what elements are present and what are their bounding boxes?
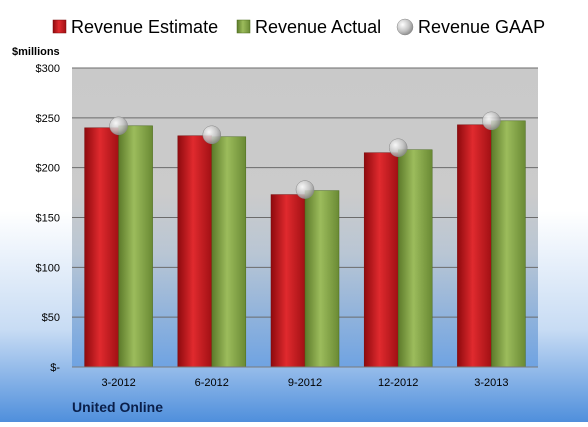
y-axis-ticks: $- $50 $100 $150 $200 $250 $300 bbox=[36, 63, 61, 374]
y-tick-label: $300 bbox=[36, 63, 60, 75]
bar-revenue-actual bbox=[304, 190, 340, 368]
bar-revenue-estimate bbox=[457, 124, 492, 368]
company-name: United Online bbox=[72, 399, 163, 415]
legend-marker-gaap bbox=[396, 18, 414, 36]
marker-revenue-gaap bbox=[202, 125, 222, 145]
x-tick-label: 9-2012 bbox=[288, 377, 322, 389]
bars bbox=[84, 120, 526, 368]
legend: Revenue Estimate Revenue Actual Revenue … bbox=[52, 17, 545, 37]
legend-label-estimate: Revenue Estimate bbox=[71, 17, 218, 37]
y-tick-label: $250 bbox=[36, 113, 60, 125]
bar-revenue-estimate bbox=[84, 127, 119, 368]
legend-swatch-estimate bbox=[52, 19, 67, 34]
bar-revenue-estimate bbox=[363, 152, 399, 368]
marker-revenue-gaap bbox=[295, 180, 315, 199]
bar-revenue-estimate bbox=[270, 194, 306, 368]
x-axis-ticks: 3-2012 6-2012 9-2012 12-2012 3-2013 bbox=[101, 377, 508, 389]
bar-revenue-actual bbox=[491, 120, 526, 368]
bar-revenue-actual bbox=[118, 125, 153, 368]
y-tick-label: $50 bbox=[42, 312, 60, 324]
y-tick-label: $- bbox=[50, 362, 60, 374]
y-tick-label: $200 bbox=[36, 163, 60, 175]
marker-revenue-gaap bbox=[482, 111, 501, 131]
legend-item-gaap: Revenue GAAP bbox=[396, 17, 545, 37]
legend-item-estimate: Revenue Estimate bbox=[52, 17, 218, 37]
legend-label-gaap: Revenue GAAP bbox=[418, 17, 545, 37]
bar-revenue-actual bbox=[397, 149, 433, 368]
marker-revenue-gaap bbox=[388, 138, 408, 157]
legend-item-actual: Revenue Actual bbox=[236, 17, 381, 37]
bar-revenue-estimate bbox=[177, 135, 213, 368]
y-axis-unit-label: $millions bbox=[12, 46, 60, 58]
legend-label-actual: Revenue Actual bbox=[255, 17, 381, 37]
x-tick-label: 3-2012 bbox=[101, 377, 135, 389]
x-tick-label: 6-2012 bbox=[195, 377, 229, 389]
x-tick-label: 3-2013 bbox=[474, 377, 508, 389]
x-tick-label: 12-2012 bbox=[378, 377, 418, 389]
legend-swatch-actual bbox=[236, 19, 251, 34]
bar-revenue-actual bbox=[211, 136, 247, 368]
gaap-markers bbox=[109, 111, 501, 199]
y-tick-label: $150 bbox=[36, 213, 60, 225]
y-tick-label: $100 bbox=[36, 262, 60, 274]
marker-revenue-gaap bbox=[109, 116, 128, 136]
